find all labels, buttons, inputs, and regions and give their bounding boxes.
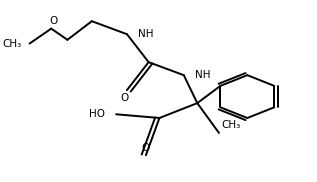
Text: NH: NH — [195, 70, 210, 80]
Text: HO: HO — [89, 109, 105, 119]
Text: NH: NH — [138, 29, 153, 39]
Text: CH₃: CH₃ — [222, 120, 241, 130]
Text: O: O — [50, 16, 58, 26]
Text: CH₃: CH₃ — [2, 39, 22, 49]
Text: O: O — [120, 92, 128, 102]
Text: O: O — [142, 143, 150, 153]
